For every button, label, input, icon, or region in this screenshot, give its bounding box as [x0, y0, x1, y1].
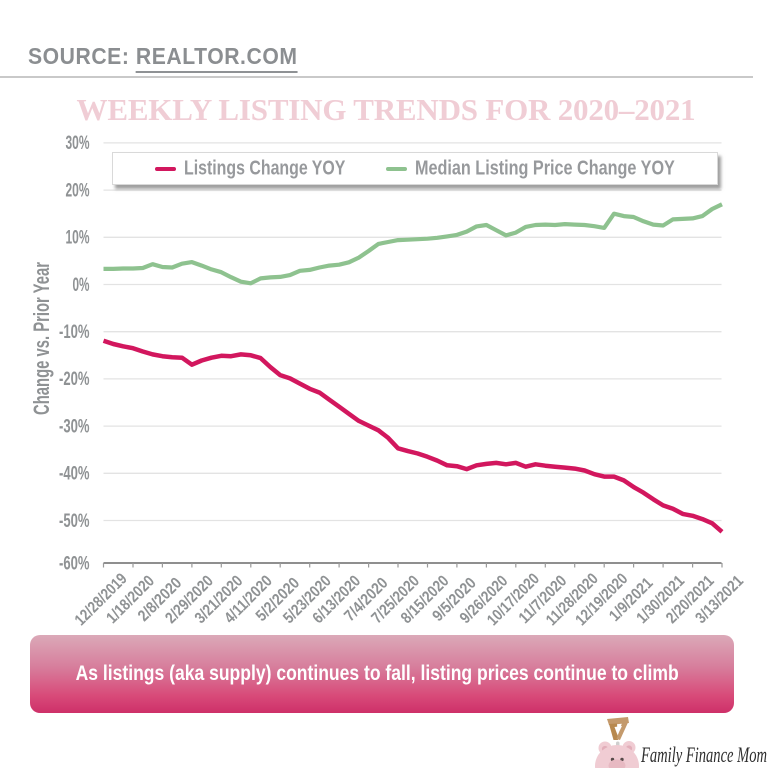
svg-text:10%: 10% [66, 228, 90, 249]
svg-text:-10%: -10% [59, 322, 90, 343]
svg-text:-60%: -60% [59, 553, 90, 574]
svg-text:-40%: -40% [59, 464, 90, 485]
svg-text:-30%: -30% [59, 416, 90, 437]
svg-text:0%: 0% [73, 275, 90, 296]
svg-text:Family Finance Mom: Family Finance Mom [640, 742, 767, 767]
svg-text:30%: 30% [66, 133, 90, 154]
svg-text:20%: 20% [66, 180, 90, 201]
svg-text:-20%: -20% [59, 369, 90, 390]
svg-text:-50%: -50% [59, 511, 90, 532]
svg-text:Change vs. Prior Year: Change vs. Prior Year [29, 262, 54, 415]
